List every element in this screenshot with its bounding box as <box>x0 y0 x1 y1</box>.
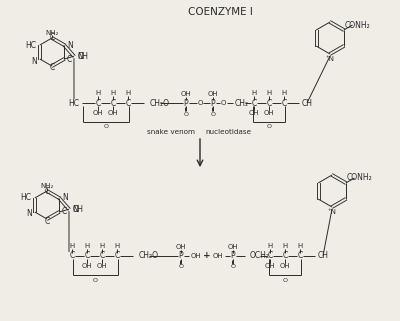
Text: C: C <box>44 187 50 195</box>
Text: H: H <box>125 90 131 96</box>
Text: C: C <box>251 99 257 108</box>
Text: C: C <box>49 33 55 42</box>
Text: HC: HC <box>25 40 36 49</box>
Text: P: P <box>184 99 188 108</box>
Text: CONH₂: CONH₂ <box>345 21 370 30</box>
Text: H: H <box>282 243 288 249</box>
Text: O: O <box>220 100 226 106</box>
Text: OH: OH <box>181 91 191 97</box>
Text: OH: OH <box>82 263 92 269</box>
Text: H: H <box>84 243 90 249</box>
Text: C: C <box>95 99 101 108</box>
Text: C: C <box>281 99 287 108</box>
Text: OH: OH <box>191 253 202 259</box>
Text: O: O <box>104 125 108 129</box>
Text: O: O <box>210 111 216 117</box>
Text: C: C <box>84 251 90 261</box>
Text: OH: OH <box>265 263 275 269</box>
Text: OH: OH <box>208 91 218 97</box>
Text: CONH₂: CONH₂ <box>347 173 372 183</box>
Text: CH₂O: CH₂O <box>150 99 170 108</box>
Text: OH: OH <box>97 263 107 269</box>
Text: N: N <box>26 210 32 219</box>
Text: OH: OH <box>280 263 290 269</box>
Text: C: C <box>66 55 72 64</box>
Text: H: H <box>69 243 75 249</box>
Text: CH: CH <box>318 251 329 261</box>
Text: P: P <box>211 99 215 108</box>
Text: O: O <box>197 100 203 106</box>
Text: OH: OH <box>93 110 103 116</box>
Text: N: N <box>67 40 73 49</box>
Text: OH: OH <box>108 110 118 116</box>
Text: O: O <box>230 265 236 270</box>
Text: N: N <box>77 52 83 61</box>
Text: OH: OH <box>264 110 274 116</box>
Text: P: P <box>231 251 235 261</box>
Text: N: N <box>72 205 78 214</box>
Text: H: H <box>110 90 116 96</box>
Text: H: H <box>266 90 272 96</box>
Text: COENZYME I: COENZYME I <box>188 7 252 17</box>
Text: O: O <box>266 125 272 129</box>
Text: OH: OH <box>249 110 259 116</box>
Text: +: + <box>203 251 211 261</box>
Text: NH₂: NH₂ <box>40 183 54 189</box>
Text: OH: OH <box>212 253 223 259</box>
Text: CH₂O: CH₂O <box>139 251 159 261</box>
Text: ⁺N: ⁺N <box>326 56 334 62</box>
Text: C: C <box>61 207 66 216</box>
Text: O: O <box>184 111 188 117</box>
Text: C: C <box>125 99 131 108</box>
Text: H: H <box>297 243 303 249</box>
Text: P: P <box>179 251 183 261</box>
Text: H: H <box>95 90 101 96</box>
Text: C: C <box>266 99 272 108</box>
Text: C: C <box>282 251 288 261</box>
Text: N: N <box>31 56 37 65</box>
Text: C: C <box>49 64 55 73</box>
Text: C: C <box>69 251 75 261</box>
Text: OH: OH <box>228 244 238 250</box>
Text: C: C <box>114 251 120 261</box>
Text: O: O <box>93 277 98 282</box>
Text: O: O <box>282 277 288 282</box>
Text: C: C <box>267 251 273 261</box>
Text: C: C <box>297 251 303 261</box>
Text: snake venom: snake venom <box>147 129 195 135</box>
Text: CH: CH <box>73 205 84 214</box>
Text: C: C <box>110 99 116 108</box>
Text: ⁺N: ⁺N <box>328 209 336 215</box>
Text: HC: HC <box>20 194 31 203</box>
Text: CH: CH <box>78 52 89 61</box>
Text: H: H <box>281 90 287 96</box>
Text: CH: CH <box>302 99 313 108</box>
Text: H: H <box>251 90 257 96</box>
Text: H: H <box>267 243 273 249</box>
Text: C: C <box>44 216 50 225</box>
Text: H: H <box>99 243 105 249</box>
Text: OH: OH <box>176 244 186 250</box>
Text: N: N <box>62 194 68 203</box>
Text: O: O <box>178 265 184 270</box>
Text: OCH₂: OCH₂ <box>250 251 270 261</box>
Text: C: C <box>99 251 105 261</box>
Text: NH₂: NH₂ <box>45 30 59 36</box>
Text: H: H <box>114 243 120 249</box>
Text: CH₂: CH₂ <box>235 99 249 108</box>
Text: HC: HC <box>68 99 79 108</box>
Text: nucleotidase: nucleotidase <box>205 129 251 135</box>
